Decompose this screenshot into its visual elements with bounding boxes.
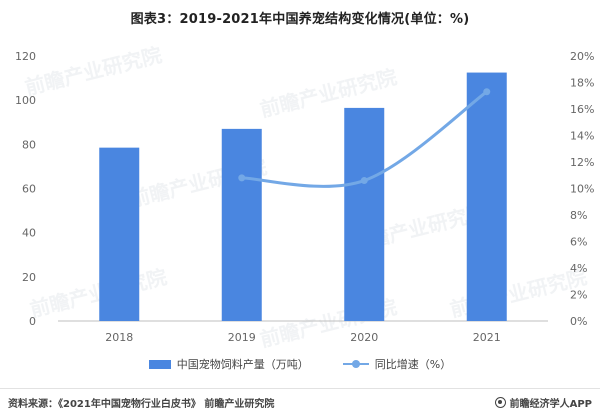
right-axis-tick-label: 6% <box>570 236 587 249</box>
right-axis-tick-label: 0% <box>570 315 587 328</box>
brand-name: 前瞻经济学人APP <box>509 398 592 410</box>
bar-2020 <box>344 107 385 321</box>
right-axis-tick-label: 14% <box>570 130 594 143</box>
right-axis-tick-label: 2% <box>570 289 587 302</box>
brand-logo-icon <box>494 396 506 408</box>
growth-point-2021 <box>483 88 491 96</box>
chart-legend: 中国宠物饲料产量（万吨） 同比增速（%） <box>0 356 600 372</box>
growth-point-2019 <box>238 174 246 182</box>
left-axis-tick-label: 60 <box>22 183 36 196</box>
x-axis-tick-label: 2021 <box>473 331 501 344</box>
bar-2018 <box>99 147 140 321</box>
left-axis-tick-label: 20 <box>22 271 36 284</box>
x-axis-tick-label: 2018 <box>105 331 133 344</box>
legend-item-growth: 同比增速（%） <box>342 356 452 372</box>
left-axis-tick-label: 40 <box>22 227 36 240</box>
legend-line-swatch <box>342 359 369 369</box>
left-axis-tick-label: 120 <box>15 50 36 63</box>
growth-point-2020 <box>360 177 368 185</box>
bar-2021 <box>466 72 507 321</box>
legend-label-production: 中国宠物饲料产量（万吨） <box>176 358 309 371</box>
legend-label-growth: 同比增速（%） <box>374 358 452 371</box>
chart-footer: 资料来源：《2021年中国宠物行业白皮书》 前瞻产业研究院 前瞻经济学人APP <box>0 388 600 415</box>
source-note: 资料来源：《2021年中国宠物行业白皮书》 前瞻产业研究院 <box>8 398 275 410</box>
watermark-text-4: 前瞻产业研究院 <box>27 265 169 322</box>
left-axis-tick-label: 0 <box>29 315 36 328</box>
chart-title: 图表3：2019-2021年中国养宠结构变化情况(单位：%) <box>130 12 470 27</box>
right-axis-tick-label: 12% <box>570 156 594 169</box>
brand: 前瞻经济学人APP <box>494 395 592 410</box>
right-axis-tick-label: 16% <box>570 103 594 116</box>
right-axis-tick-label: 20% <box>570 50 594 63</box>
right-axis-tick-label: 4% <box>570 262 587 275</box>
bar-2019 <box>221 128 262 321</box>
legend-item-production: 中国宠物饲料产量（万吨） <box>148 356 309 372</box>
right-axis-tick-label: 18% <box>570 77 594 90</box>
x-axis-tick-label: 2019 <box>228 331 256 344</box>
legend-bar-swatch <box>148 359 171 369</box>
watermark-text-0: 前瞻产业研究院 <box>22 43 164 100</box>
left-axis-tick-label: 100 <box>15 94 36 107</box>
x-axis-tick-label: 2020 <box>350 331 378 344</box>
right-axis-tick-label: 8% <box>570 209 587 222</box>
left-axis-tick-label: 80 <box>22 138 36 151</box>
right-axis-tick-label: 10% <box>570 183 594 196</box>
